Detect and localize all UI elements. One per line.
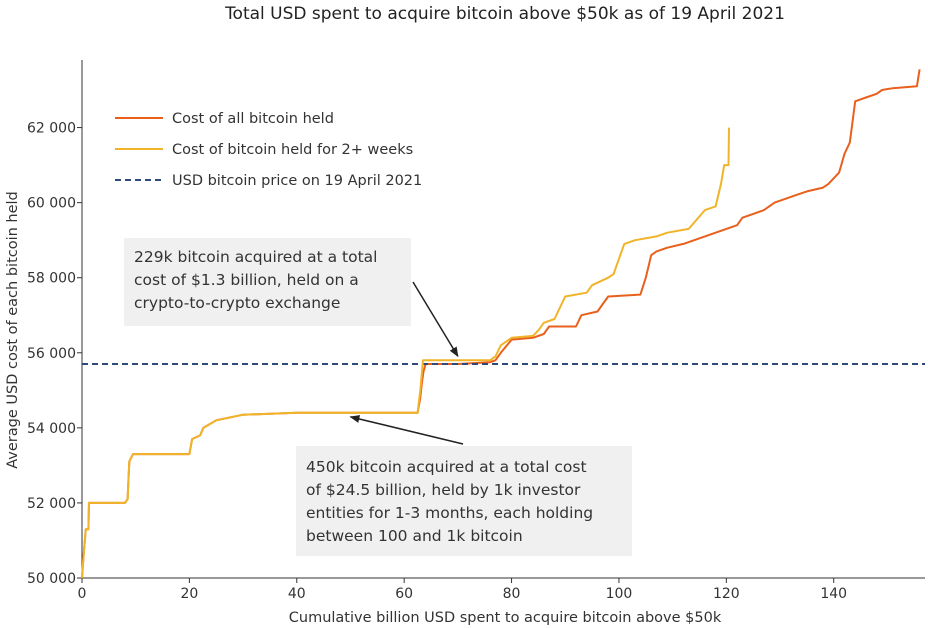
y-axis-label: Average USD cost of each bitcoin held xyxy=(5,191,21,469)
legend-label-2plus-weeks: Cost of bitcoin held for 2+ weeks xyxy=(172,142,413,158)
series-line-2plus-weeks xyxy=(81,127,730,579)
y-tick-label: 52 000 xyxy=(27,496,76,512)
annotation-investors-box xyxy=(296,446,632,556)
annotation-investors-line-3: entities for 1-3 months, each holding xyxy=(306,504,593,522)
y-tick-label: 50 000 xyxy=(27,571,76,587)
legend-label-price: USD bitcoin price on 19 April 2021 xyxy=(172,173,422,189)
legend: Cost of all bitcoin held Cost of bitcoin… xyxy=(115,111,422,189)
annotation-investors-line-1: 450k bitcoin acquired at a total cost xyxy=(306,458,587,476)
annotation-exchange-line-3: crypto-to-crypto exchange xyxy=(134,294,340,312)
y-tick-label: 54 000 xyxy=(27,421,76,437)
y-tick-label: 60 000 xyxy=(27,196,76,212)
x-tick-label: 100 xyxy=(606,586,633,602)
y-tick-label: 56 000 xyxy=(27,346,76,362)
series-layer xyxy=(81,69,925,579)
chart-title: Total USD spent to acquire bitcoin above… xyxy=(224,4,785,24)
annotation-exchange-line-2: cost of $1.3 billion, held on a xyxy=(134,271,359,289)
x-tick-label: 140 xyxy=(820,586,847,602)
x-axis-label: Cumulative billion USD spent to acquire … xyxy=(289,610,722,626)
y-tick-label: 62 000 xyxy=(27,121,76,137)
annotation-exchange-box xyxy=(124,238,411,326)
annotation-exchange: 229k bitcoin acquired at a total cost of… xyxy=(124,238,459,358)
y-tick-group: 50 000 52 000 54 000 56 000 58 000 60 000 62 0… xyxy=(27,121,82,587)
y-tick-label: 58 000 xyxy=(27,271,76,287)
x-tick-label: 40 xyxy=(288,586,306,602)
annotation-exchange-arrow xyxy=(412,281,459,358)
legend-label-all-held: Cost of all bitcoin held xyxy=(172,111,334,127)
plot-area xyxy=(81,60,925,579)
annotation-investors: 450k bitcoin acquired at a total cost of… xyxy=(296,415,632,556)
x-tick-label: 60 xyxy=(395,586,413,602)
x-tick-label: 20 xyxy=(180,586,198,602)
x-tick-label: 120 xyxy=(713,586,740,602)
annotation-investors-line-2: of $24.5 billion, held by 1k investor xyxy=(306,481,581,499)
annotation-investors-line-4: between 100 and 1k bitcoin xyxy=(306,527,523,545)
x-tick-label: 0 xyxy=(78,586,87,602)
annotation-investors-arrow xyxy=(349,415,464,445)
annotation-exchange-line-1: 229k bitcoin acquired at a total xyxy=(134,248,377,266)
x-tick-label: 80 xyxy=(503,586,521,602)
x-tick-group: 0 20 40 60 80 100 120 140 xyxy=(78,578,847,602)
